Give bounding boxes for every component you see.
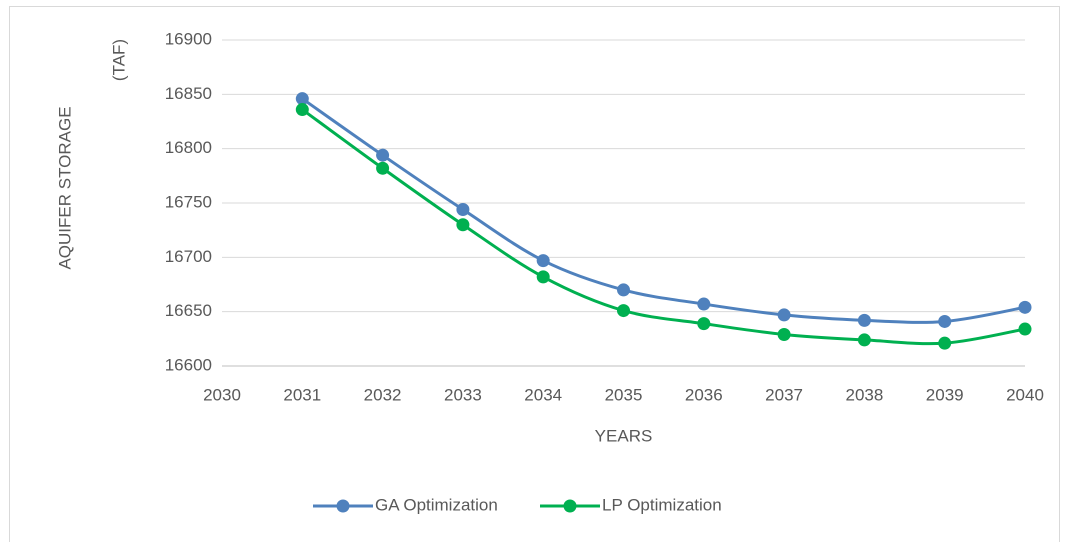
data-point <box>777 308 791 322</box>
x-tick-label: 2034 <box>524 385 562 404</box>
data-point <box>777 327 791 341</box>
data-point <box>295 92 309 106</box>
data-point <box>938 336 952 350</box>
y-tick-label: 16650 <box>165 301 212 320</box>
x-tick-label: 2038 <box>845 385 883 404</box>
data-point <box>697 317 711 331</box>
data-point <box>1018 322 1032 336</box>
x-tick-label: 2039 <box>926 385 964 404</box>
x-tick-label: 2030 <box>203 385 241 404</box>
y-tick-label: 16700 <box>165 247 212 266</box>
x-tick-label: 2031 <box>283 385 321 404</box>
series-line <box>301 108 1026 346</box>
series-line <box>301 97 1026 324</box>
data-point <box>376 161 390 175</box>
data-point <box>376 148 390 162</box>
y-tick-label: 16800 <box>165 138 212 157</box>
data-point <box>295 103 309 117</box>
data-point <box>938 314 952 328</box>
x-tick-label: 2037 <box>765 385 803 404</box>
legend-marker <box>563 499 577 513</box>
data-point <box>697 297 711 311</box>
y-axis-title: AQUIFER STORAGE <box>55 106 74 269</box>
legend-label: LP Optimization <box>602 495 722 514</box>
y-axis-title-unit: (TAF) <box>109 39 128 81</box>
data-point <box>536 254 550 268</box>
x-tick-label: 2032 <box>364 385 402 404</box>
x-tick-label: 2033 <box>444 385 482 404</box>
chart-border <box>9 6 1060 547</box>
data-point <box>456 203 470 217</box>
data-point <box>456 218 470 232</box>
x-tick-label: 2036 <box>685 385 723 404</box>
x-tick-label: 2035 <box>605 385 643 404</box>
y-tick-label: 16850 <box>165 84 212 103</box>
data-point <box>617 283 630 297</box>
data-point <box>536 270 550 284</box>
y-tick-label: 16750 <box>165 192 212 211</box>
y-tick-label: 16600 <box>165 355 212 374</box>
y-tick-label: 16900 <box>165 29 212 48</box>
data-point <box>857 313 871 327</box>
x-axis-title: YEARS <box>595 426 653 445</box>
data-point <box>857 333 871 347</box>
x-tick-label: 2040 <box>1006 385 1044 404</box>
data-point <box>1018 300 1032 314</box>
data-point <box>617 304 630 318</box>
legend-marker <box>336 499 350 513</box>
legend-label: GA Optimization <box>375 495 498 514</box>
